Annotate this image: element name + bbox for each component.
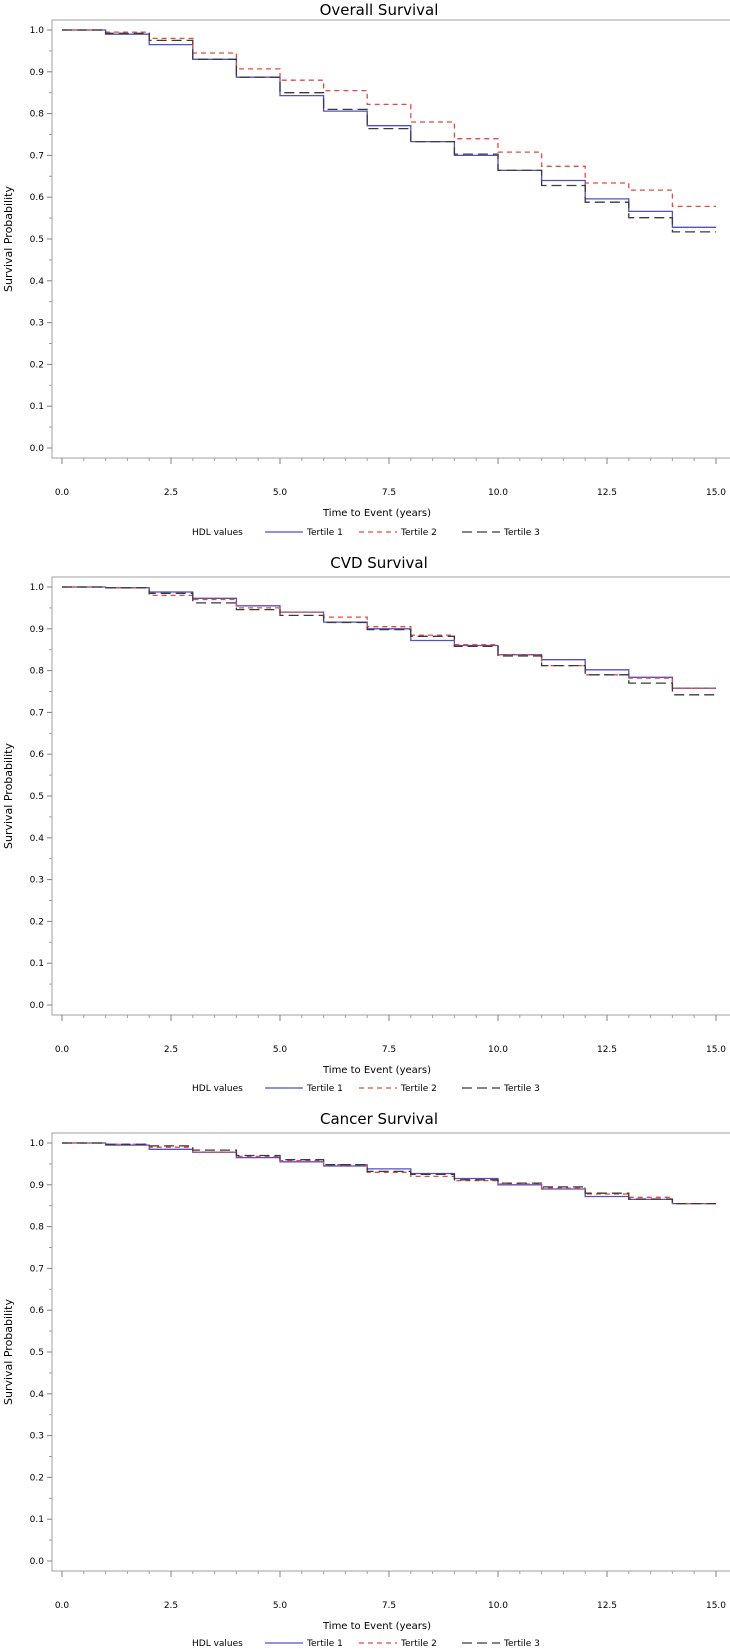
y-tick-label: 0.5 [30,1348,44,1358]
legend-label: Tertile 1 [306,1084,343,1094]
y-tick-label: 0.9 [30,625,45,635]
legend-label: Tertile 2 [400,528,437,538]
y-tick-label: 0.5 [30,792,44,802]
y-tick-label: 0.3 [30,876,44,886]
y-tick-label: 0.6 [30,750,45,760]
y-axis-label: Survival Probability [2,1299,15,1405]
legend: HDL values Tertile 1 Tertile 2 Tertile 3 [192,1084,540,1094]
y-tick-label: 1.0 [30,26,45,36]
y-tick-label: 0.2 [30,1473,44,1483]
chart-panel-1: Overall Survival 0.0 0.1 0.2 0.3 0.4 0.5 0.6 0.7… [2,1,730,538]
y-tick-label: 0.8 [30,1223,45,1233]
legend-title: HDL values [192,528,243,538]
series-line-tertile-2 [62,1142,716,1205]
x-axis-label: Time to Event (years) [322,508,431,519]
series-line-tertile-2 [62,586,716,689]
y-tick-label: 0.4 [30,277,45,287]
series-line-tertile-3 [62,29,716,233]
y-tick-label: 0.1 [30,1515,44,1525]
chart-title: Overall Survival [320,1,439,19]
series-line-tertile-1 [62,29,716,228]
x-tick-label: 7.5 [382,488,396,498]
x-tick-label: 15.0 [706,1045,726,1055]
x-tick-label: 10.0 [488,1045,508,1055]
series-line-tertile-1 [62,586,716,689]
x-tick-label: 2.5 [164,1601,178,1611]
y-tick-label: 0.3 [30,1432,44,1442]
x-tick-label: 12.5 [597,1601,617,1611]
y-tick-label: 0.3 [30,319,44,329]
series-line-tertile-1 [62,1142,716,1205]
legend-title: HDL values [192,1639,243,1649]
y-tick-label: 0.0 [30,444,45,454]
series-line-tertile-2 [62,29,716,208]
x-axis-label: Time to Event (years) [322,1065,431,1076]
x-tick-label: 5.0 [273,1601,288,1611]
y-axis-label: Survival Probability [2,743,15,849]
series-line-tertile-3 [62,1142,716,1205]
legend-label: Tertile 2 [400,1084,437,1094]
plot-frame [51,19,730,459]
y-tick-label: 0.0 [30,1557,45,1567]
y-tick-label: 0.2 [30,360,44,370]
x-axis-label: Time to Event (years) [322,1621,431,1632]
x-tick-label: 12.5 [597,1045,617,1055]
y-axis-label: Survival Probability [2,186,15,292]
x-tick-label: 5.0 [273,488,288,498]
y-tick-label: 0.7 [30,151,44,161]
legend-label: Tertile 3 [503,528,540,538]
chart-title: CVD Survival [330,554,428,572]
x-tick-label: 7.5 [382,1045,396,1055]
plot-frame [51,576,730,1016]
y-tick-label: 0.4 [30,834,45,844]
legend-label: Tertile 1 [306,528,343,538]
y-tick-label: 0.5 [30,235,44,245]
y-tick-label: 0.7 [30,1264,44,1274]
y-tick-label: 0.0 [30,1001,45,1011]
x-tick-label: 2.5 [164,488,178,498]
y-tick-label: 0.1 [30,959,44,969]
legend-label: Tertile 2 [400,1639,437,1649]
x-tick-label: 0.0 [55,488,70,498]
y-tick-label: 0.1 [30,402,44,412]
y-tick-label: 0.9 [30,1181,45,1191]
legend-label: Tertile 1 [306,1639,343,1649]
y-tick-label: 1.0 [30,583,45,593]
chart-title: Cancer Survival [320,1110,438,1128]
x-tick-label: 2.5 [164,1045,178,1055]
y-tick-label: 1.0 [30,1139,45,1149]
y-tick-label: 0.9 [30,68,45,78]
legend-label: Tertile 3 [503,1639,540,1649]
legend-label: Tertile 3 [503,1084,540,1094]
x-tick-label: 15.0 [706,488,726,498]
x-tick-label: 0.0 [55,1601,70,1611]
y-tick-label: 0.4 [30,1390,45,1400]
y-tick-label: 0.7 [30,708,44,718]
y-tick-label: 0.6 [30,1306,45,1316]
x-tick-label: 0.0 [55,1045,70,1055]
x-tick-label: 12.5 [597,488,617,498]
x-tick-label: 5.0 [273,1045,288,1055]
series-line-tertile-3 [62,586,716,696]
chart-panel-3: Cancer Survival 0.0 0.1 0.2 0.3 0.4 0.5 0.6 0.7 0… [2,1110,730,1649]
legend: HDL values Tertile 1 Tertile 2 Tertile 3 [192,528,540,538]
y-tick-label: 0.6 [30,193,45,203]
chart-panel-2: CVD Survival 0.0 0.1 0.2 0.3 0.4 0.5 0.6 0.7 0.8 0… [2,554,730,1094]
y-tick-label: 0.8 [30,110,45,120]
legend: HDL values Tertile 1 Tertile 2 Tertile 3 [192,1639,540,1649]
x-tick-label: 7.5 [382,1601,396,1611]
legend-title: HDL values [192,1084,243,1094]
y-tick-label: 0.2 [30,917,44,927]
x-tick-label: 15.0 [706,1601,726,1611]
x-tick-label: 10.0 [488,488,508,498]
x-tick-label: 10.0 [488,1601,508,1611]
y-tick-label: 0.8 [30,667,45,677]
